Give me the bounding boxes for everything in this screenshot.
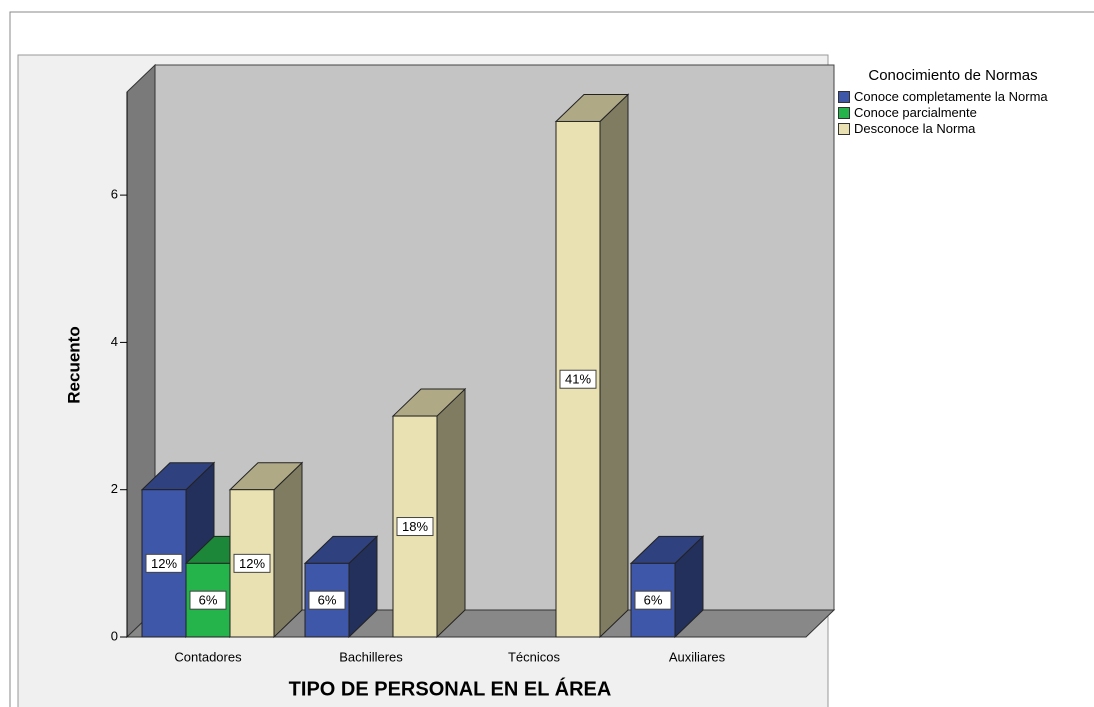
value-label-box — [308, 590, 346, 610]
legend-item: Conoce completamente la Norma — [838, 90, 1088, 103]
y-axis-label: Recuento — [64, 326, 83, 403]
x-tick-label: Técnicos — [508, 649, 561, 664]
value-label: 18% — [402, 519, 428, 534]
value-label: 6% — [199, 593, 218, 608]
x-axis-label: TIPO DE PERSONAL EN EL ÁREA — [289, 677, 612, 700]
legend-label: Conoce parcialmente — [854, 105, 977, 120]
value-label: 41% — [565, 372, 591, 387]
legend-label: Conoce completamente la Norma — [854, 89, 1048, 104]
value-label: 6% — [318, 593, 337, 608]
x-tick-label: Bachilleres — [339, 649, 403, 664]
bar-side — [273, 461, 303, 639]
value-label-box — [233, 553, 271, 573]
value-label-box — [189, 590, 227, 610]
value-label-box — [145, 553, 183, 573]
value-label: 12% — [151, 556, 177, 571]
y-tick-label: 0 — [111, 628, 118, 643]
legend-item: Desconoce la Norma — [838, 122, 1088, 135]
value-label-box — [634, 590, 672, 610]
x-tick-label: Contadores — [174, 649, 242, 664]
legend-title: Conocimiento de Normas — [868, 67, 1038, 84]
value-label-box — [396, 517, 434, 537]
legend-label: Desconoce la Norma — [854, 121, 976, 136]
y-tick-label: 6 — [111, 187, 118, 202]
x-tick-label: Auxiliares — [669, 649, 726, 664]
legend-swatch — [838, 107, 850, 119]
legend-swatch — [838, 91, 850, 103]
legend: Conocimiento de Normas Conoce completame… — [838, 68, 1088, 138]
value-label: 12% — [239, 556, 265, 571]
y-tick-label: 2 — [111, 481, 118, 496]
y-tick-label: 4 — [111, 334, 118, 349]
bar-side — [436, 387, 466, 639]
legend-item: Conoce parcialmente — [838, 106, 1088, 119]
value-label: 6% — [644, 593, 663, 608]
value-label-box — [559, 369, 597, 389]
legend-swatch — [838, 123, 850, 135]
bar-side — [599, 93, 629, 639]
